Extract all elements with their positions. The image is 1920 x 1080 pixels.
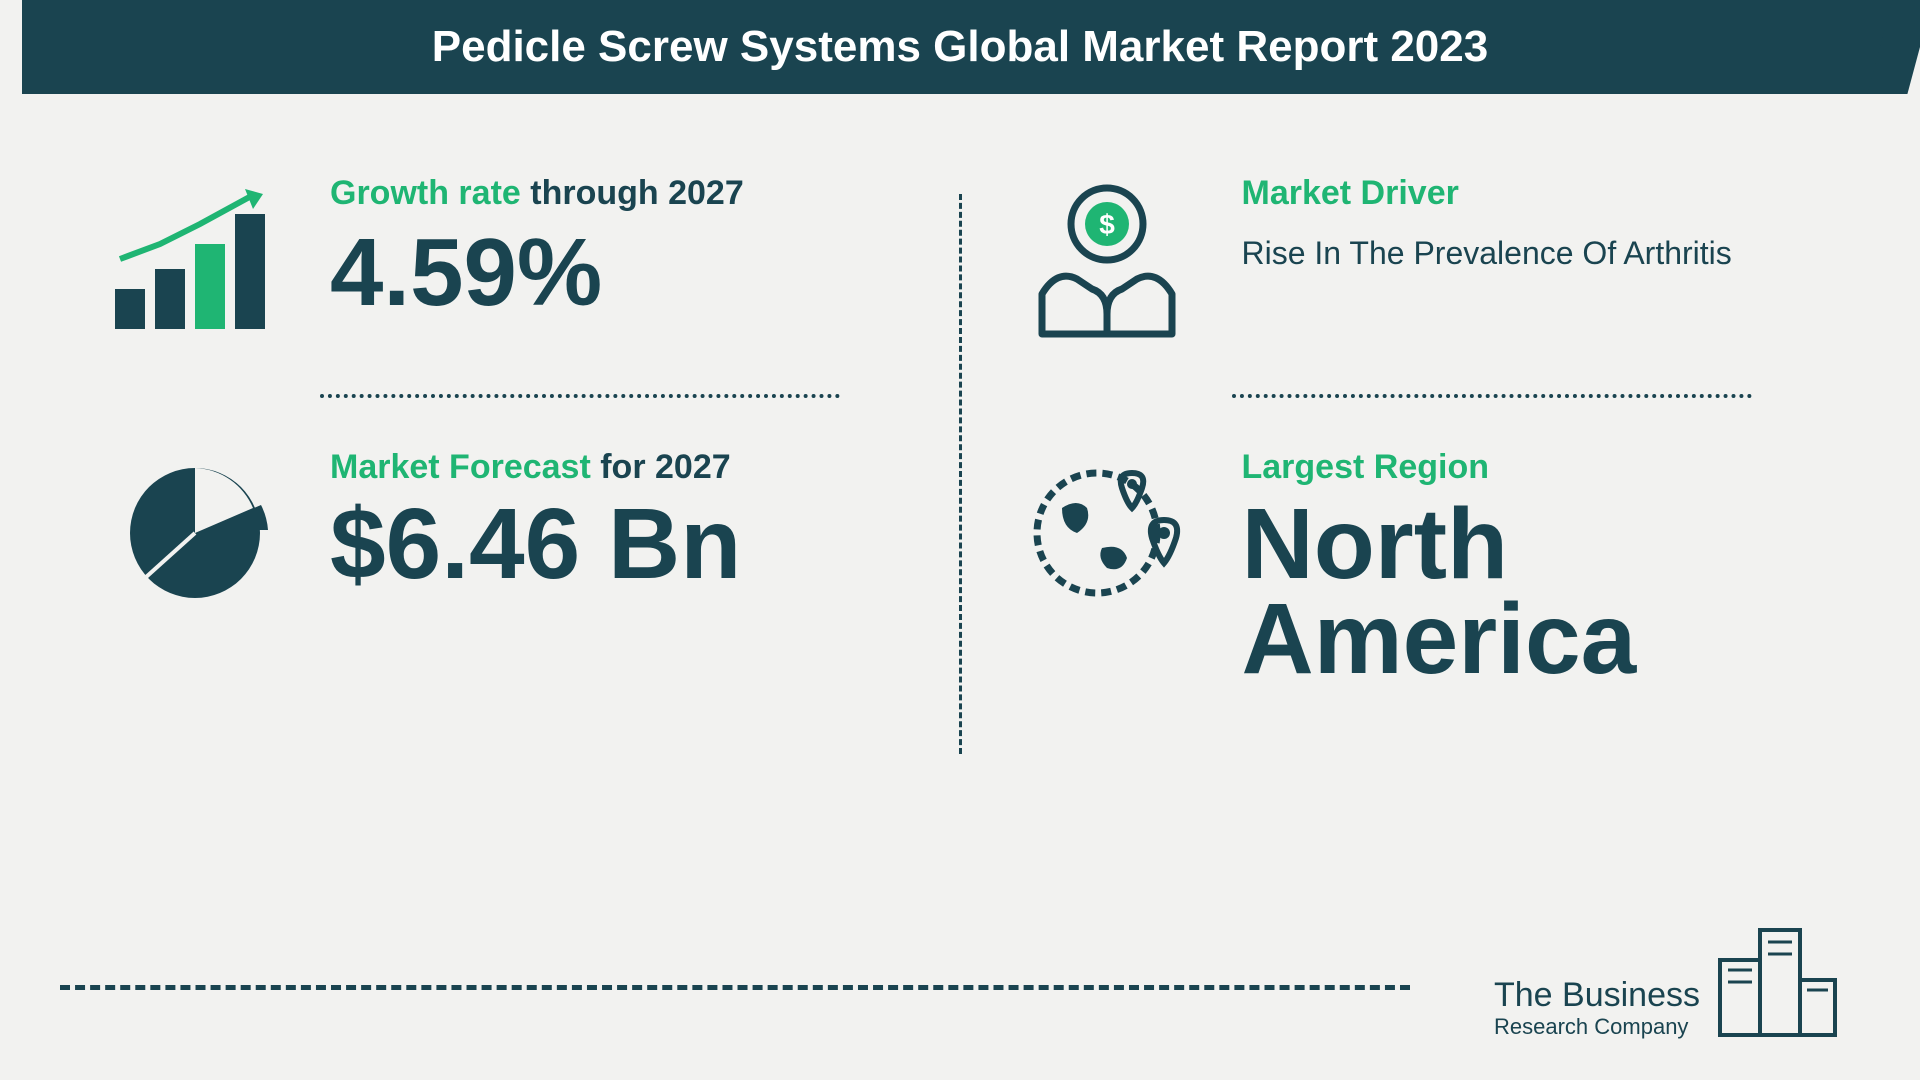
- pie-chart-icon: [100, 448, 290, 618]
- left-column: Growth rate through 2027 4.59% Market Fo…: [100, 154, 909, 854]
- forecast-block: Market Forecast for 2027 $6.46 Bn: [100, 428, 909, 638]
- svg-text:$: $: [1099, 209, 1115, 240]
- left-dotted-divider: [320, 394, 840, 398]
- driver-block: $ Market Driver Rise In The Prevalence O…: [1012, 154, 1821, 364]
- bottom-dashed-line: [60, 985, 1410, 990]
- right-dotted-divider: [1232, 394, 1752, 398]
- forecast-label-accent: Market Forecast: [330, 448, 591, 486]
- header-title: Pedicle Screw Systems Global Market Repo…: [432, 22, 1488, 71]
- driver-text: Rise In The Prevalence Of Arthritis: [1242, 233, 1821, 275]
- region-block: Largest Region North America: [1012, 428, 1821, 707]
- content-area: Growth rate through 2027 4.59% Market Fo…: [0, 94, 1920, 854]
- hands-money-icon: $: [1012, 174, 1202, 344]
- region-text-box: Largest Region North America: [1242, 448, 1821, 687]
- logo-text-block: The Business Research Company: [1494, 977, 1700, 1040]
- forecast-value: $6.46 Bn: [330, 497, 909, 592]
- driver-text-box: Market Driver Rise In The Prevalence Of …: [1242, 174, 1821, 275]
- forecast-label: Market Forecast for 2027: [330, 448, 909, 487]
- growth-block: Growth rate through 2027 4.59%: [100, 154, 909, 364]
- region-label: Largest Region: [1242, 448, 1821, 487]
- forecast-text: Market Forecast for 2027 $6.46 Bn: [330, 448, 909, 592]
- header-bar: Pedicle Screw Systems Global Market Repo…: [22, 0, 1898, 94]
- driver-label: Market Driver: [1242, 174, 1821, 213]
- growth-chart-icon: [100, 174, 290, 344]
- growth-label-rest: through 2027: [521, 174, 744, 212]
- right-column: $ Market Driver Rise In The Prevalence O…: [1012, 154, 1821, 854]
- header-tab-decor: [1867, 0, 1920, 94]
- region-value: North America: [1242, 497, 1821, 687]
- logo-line1: The Business: [1494, 977, 1700, 1014]
- growth-label-accent: Growth rate: [330, 174, 521, 212]
- company-logo: The Business Research Company: [1494, 910, 1840, 1040]
- forecast-label-rest: for 2027: [591, 448, 731, 486]
- growth-value: 4.59%: [330, 223, 909, 324]
- logo-buildings-icon: [1710, 910, 1840, 1040]
- growth-text: Growth rate through 2027 4.59%: [330, 174, 909, 324]
- region-value-line2: America: [1242, 583, 1637, 695]
- growth-label: Growth rate through 2027: [330, 174, 909, 213]
- vertical-divider: [959, 194, 962, 754]
- logo-line2: Research Company: [1494, 1014, 1700, 1040]
- globe-pin-icon: [1012, 448, 1202, 618]
